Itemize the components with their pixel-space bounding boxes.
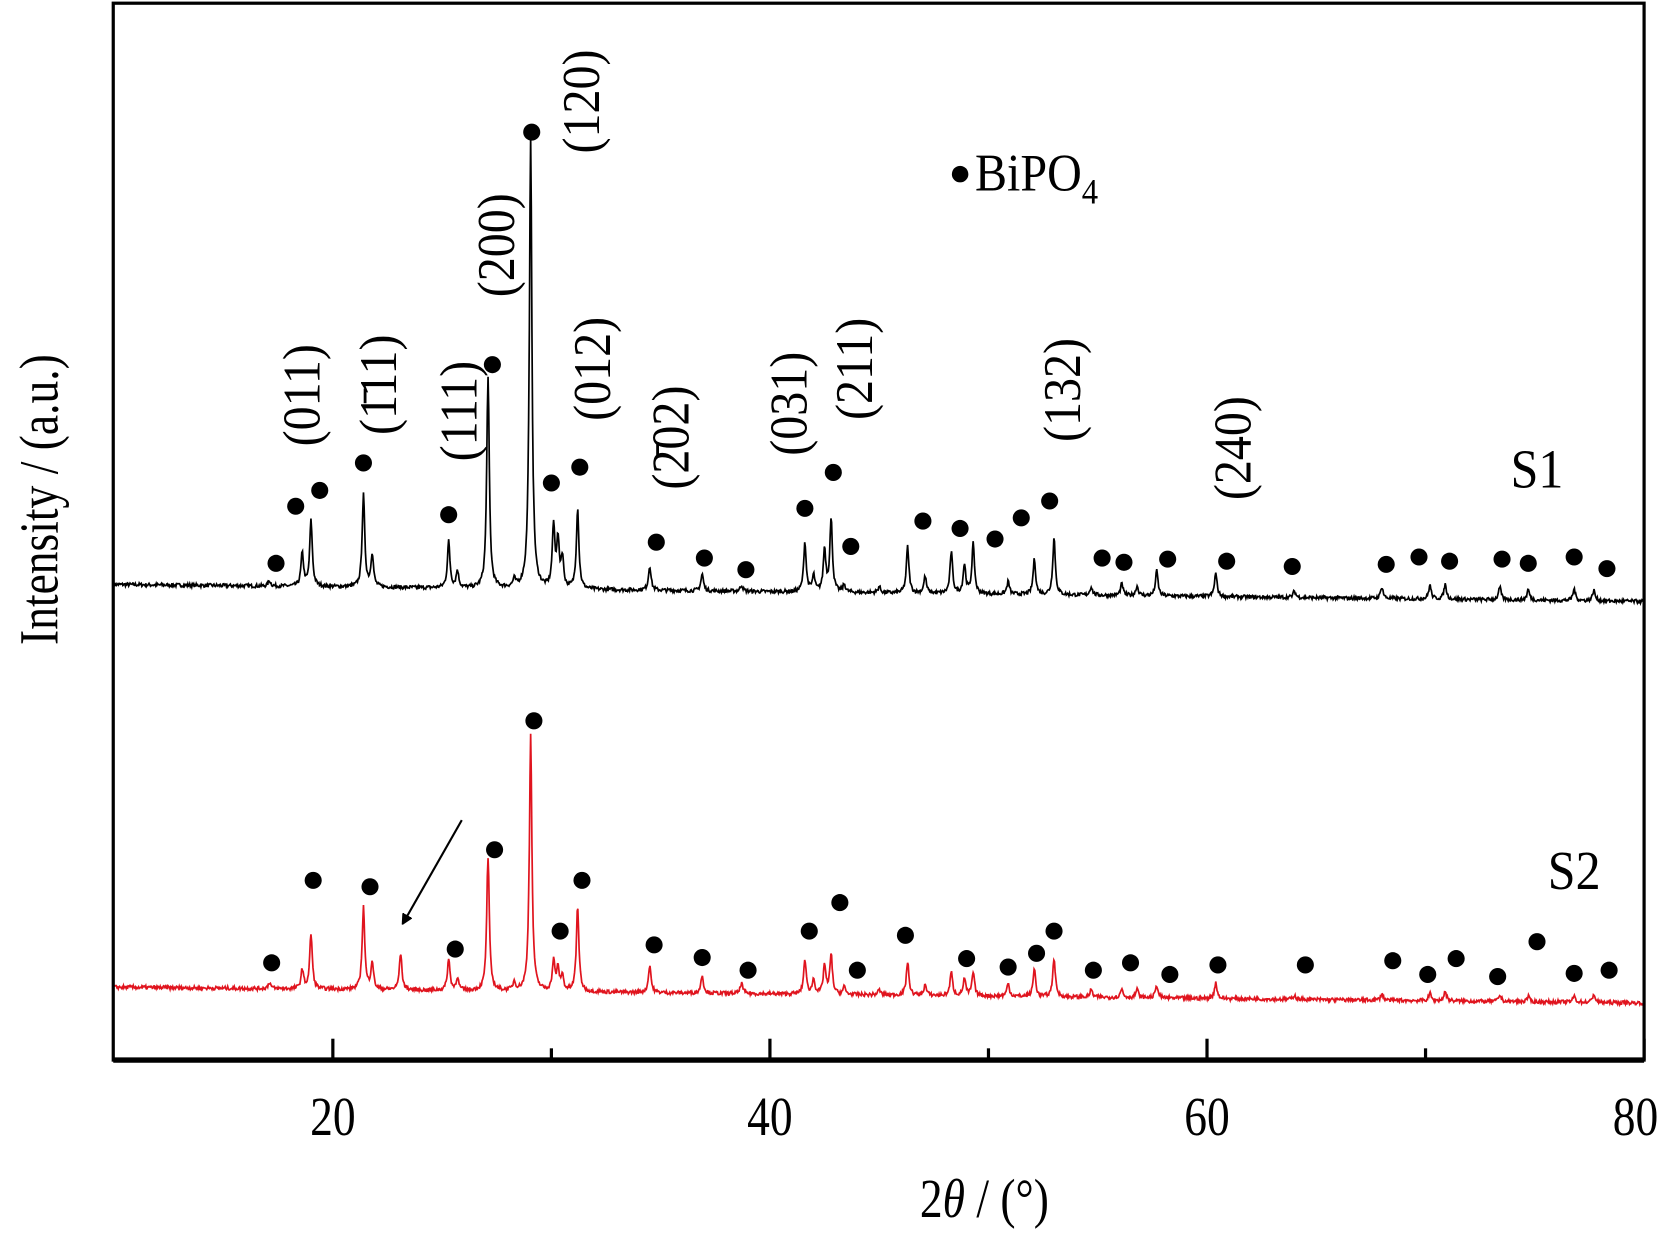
x-axis-title-suffix: / (°): [965, 1168, 1049, 1229]
bipo4-peak-marker: [523, 123, 541, 141]
bipo4-peak-marker: [1209, 956, 1227, 974]
bipo4-peak-marker: [796, 499, 814, 517]
bipo4-peak-marker: [1565, 548, 1583, 566]
hkl-label: (012): [563, 317, 622, 421]
bipo4-peak-marker: [739, 961, 757, 979]
series-label-s2: S2: [1548, 841, 1601, 902]
bipo4-peak-marker: [848, 961, 866, 979]
bipo4-peak-marker: [824, 463, 842, 481]
hkl-label: (1̄11): [349, 334, 408, 434]
bipo4-peak-marker: [542, 474, 560, 492]
bipo4-peak-marker: [354, 454, 372, 472]
bipo4-peak-marker: [737, 561, 755, 579]
legend-marker: ●: [948, 152, 971, 194]
series-layer: [113, 136, 1645, 1008]
bipo4-peak-marker: [1489, 968, 1507, 986]
bipo4-peak-marker: [1028, 944, 1046, 962]
bipo4-peak-marker: [958, 950, 976, 968]
bipo4-peak-marker: [999, 958, 1017, 976]
bipo4-peak-marker: [1519, 554, 1537, 572]
annotation-layer: (011) (1̄11) (111) (200) (120) (012) (2̄02) (03…: [272, 49, 1262, 923]
bipo4-peak-marker: [571, 458, 589, 476]
bipo4-peak-marker: [311, 481, 329, 499]
bipo4-peak-marker: [1598, 560, 1616, 578]
x-tick-label: 80: [1613, 1086, 1659, 1147]
bipo4-peak-marker: [304, 871, 322, 889]
hkl-label: (211): [825, 318, 884, 420]
x-tick-label: 40: [747, 1086, 793, 1147]
bipo4-peak-marker: [1441, 552, 1459, 570]
y-axis-title: Intensity / (a.u.): [9, 354, 70, 645]
bipo4-peak-marker: [1283, 557, 1301, 576]
bipo4-peak-marker: [1447, 950, 1465, 968]
bipo4-peak-marker: [483, 356, 501, 374]
legend-label: BiPO4: [975, 143, 1098, 212]
bipo4-peak-marker: [573, 871, 591, 889]
bipo4-peak-marker: [1012, 509, 1030, 527]
bipo4-peak-marker: [287, 497, 305, 515]
bipo4-peak-marker: [1419, 965, 1437, 983]
marker-layer: S1 S2: [263, 123, 1618, 986]
bipo4-peak-marker: [896, 926, 914, 944]
bipo4-peak-marker: [914, 512, 932, 530]
legend: ● BiPO4: [948, 143, 1098, 212]
bipo4-peak-marker: [1600, 961, 1618, 979]
bipo4-peak-marker: [1161, 965, 1179, 983]
bipo4-peak-marker: [800, 922, 818, 940]
legend-label-subscript: 4: [1082, 172, 1098, 212]
hkl-label: (240): [1203, 396, 1262, 500]
bipo4-peak-marker: [1296, 956, 1314, 974]
bipo4-peak-marker: [1041, 492, 1059, 510]
x-axis-title-theta: θ: [943, 1168, 965, 1229]
bipo4-peak-marker: [446, 940, 464, 958]
bipo4-peak-marker: [361, 878, 379, 896]
bipo4-peak-marker: [1084, 961, 1102, 979]
bipo4-peak-marker: [525, 712, 543, 730]
hkl-label: (120): [552, 49, 611, 153]
bipo4-peak-marker: [986, 530, 1004, 548]
bipo4-peak-marker: [440, 506, 458, 524]
bipo4-peak-marker: [695, 549, 713, 567]
hkl-label: (2̄02): [641, 386, 700, 490]
bipo4-peak-marker: [1045, 922, 1063, 940]
hkl-label: (031): [759, 352, 818, 456]
x-axis-ticks: 20 40 60 80: [310, 1038, 1659, 1147]
plot-frame: [111, 1, 1646, 1062]
legend-label-main: BiPO: [975, 143, 1082, 202]
series-line-s2: [113, 733, 1645, 1008]
bipo4-peak-marker: [1377, 555, 1395, 573]
bipo4-peak-marker: [951, 519, 969, 538]
bipo4-peak-marker: [1384, 952, 1402, 970]
bipo4-peak-marker: [1121, 954, 1140, 972]
bipo4-peak-marker: [551, 922, 569, 940]
bipo4-peak-marker: [1528, 933, 1546, 951]
bipo4-peak-marker: [1093, 549, 1111, 567]
bipo4-peak-marker: [263, 954, 281, 972]
bipo4-peak-marker: [1493, 550, 1511, 568]
bipo4-peak-marker: [1410, 548, 1428, 566]
x-tick-label: 60: [1184, 1086, 1230, 1147]
series-line-s1: [113, 136, 1645, 607]
bipo4-peak-marker: [1565, 964, 1583, 982]
hkl-label: (132): [1033, 338, 1092, 442]
x-axis-title-prefix: 2: [920, 1168, 943, 1229]
series-label-s1: S1: [1511, 439, 1564, 500]
hkl-label: (200): [467, 193, 526, 297]
bipo4-peak-marker: [1115, 553, 1133, 571]
bipo4-peak-marker: [693, 949, 711, 967]
bipo4-peak-marker: [267, 554, 285, 572]
bipo4-peak-marker: [1218, 552, 1236, 570]
bipo4-peak-marker: [647, 533, 665, 551]
x-tick-label: 20: [310, 1086, 356, 1147]
hkl-label: (011): [272, 344, 331, 446]
bipo4-peak-marker: [1159, 550, 1177, 568]
arrow-annotation: [403, 819, 463, 924]
bipo4-peak-marker: [645, 936, 663, 954]
x-axis-title: 2θ / (°): [920, 1168, 1049, 1229]
bipo4-peak-marker: [486, 841, 504, 859]
hkl-label: (111): [429, 361, 488, 461]
bipo4-peak-marker: [831, 894, 849, 912]
bipo4-peak-marker: [842, 537, 860, 555]
